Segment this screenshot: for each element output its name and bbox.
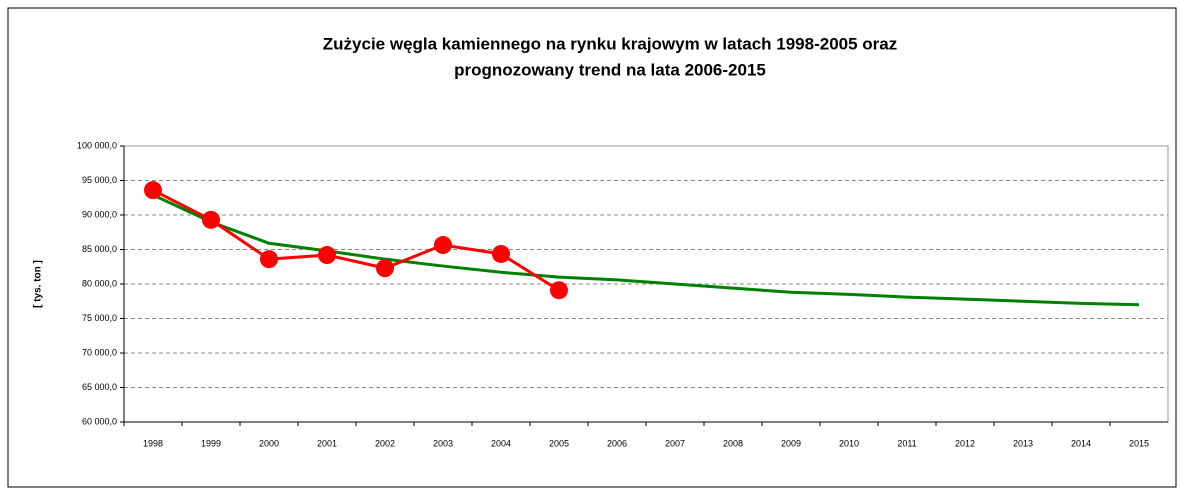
x-tick-label: 2004	[491, 438, 511, 448]
x-tick-label: 1999	[201, 438, 221, 448]
point-marker	[260, 250, 278, 269]
point-marker	[376, 259, 394, 278]
y-axis-label: [ tys. ton ]	[33, 260, 44, 308]
y-tick-label: 90 000,0	[82, 209, 117, 219]
x-tick-label: 2000	[259, 438, 279, 448]
x-tick-label: 2012	[955, 438, 975, 448]
point-marker	[550, 281, 568, 300]
series-line	[152, 188, 560, 292]
point-marker	[434, 236, 452, 255]
x-tick-label: 2013	[1013, 438, 1033, 448]
y-tick-label: 80 000,0	[82, 278, 117, 288]
x-tick-label: 2015	[1129, 438, 1149, 448]
y-tick-label: 70 000,0	[82, 347, 117, 357]
x-tick-label: 2010	[839, 438, 859, 448]
chart-title: prognozowany trend na lata 2006-2015	[454, 60, 766, 79]
x-tick-label: 2007	[665, 438, 685, 448]
point-marker	[144, 181, 162, 200]
y-tick-label: 60 000,0	[82, 416, 117, 426]
y-tick-label: 95 000,0	[82, 175, 117, 185]
x-tick-label: 2002	[375, 438, 395, 448]
x-tick-label: 2008	[723, 438, 743, 448]
chart-title: Zużycie węgla kamiennego na rynku krajow…	[323, 34, 897, 53]
x-tick-label: 1998	[143, 438, 163, 448]
point-marker	[202, 210, 220, 229]
x-tick-label: 2006	[607, 438, 627, 448]
x-tick-label: 2005	[549, 438, 569, 448]
x-tick-label: 2011	[897, 438, 916, 448]
x-tick-label: 2014	[1071, 438, 1091, 448]
point-marker	[492, 244, 510, 263]
point-marker	[318, 246, 336, 265]
y-tick-label: 75 000,0	[82, 313, 117, 323]
y-tick-label: 85 000,0	[82, 244, 117, 254]
series-line	[152, 193, 1140, 307]
x-tick-label: 2001	[317, 438, 337, 448]
x-tick-label: 2003	[433, 438, 453, 448]
y-tick-label: 65 000,0	[82, 382, 117, 392]
y-tick-label: 100 000,0	[77, 140, 117, 150]
x-tick-label: 2009	[781, 438, 801, 448]
